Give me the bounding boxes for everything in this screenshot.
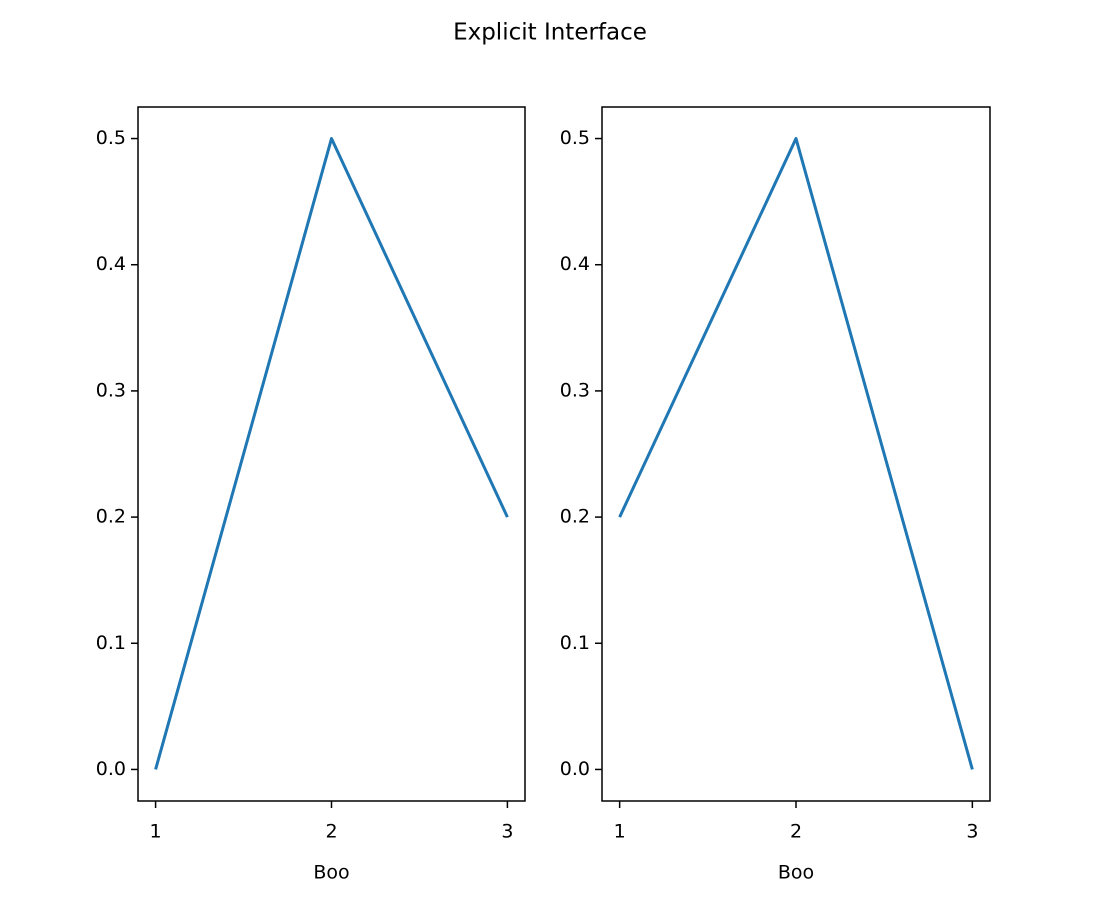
y-tick-label: 0.3	[96, 379, 126, 401]
x-tick-label: 3	[966, 821, 978, 843]
y-tick-label: 0.1	[96, 632, 126, 654]
y-tick-label: 0.5	[560, 127, 590, 149]
x-tick-label: 1	[614, 821, 626, 843]
axes-frame	[137, 106, 526, 802]
y-tick-label: 0.2	[96, 506, 126, 528]
x-axis-label: Boo	[313, 862, 349, 884]
y-tick-label: 0.0	[560, 758, 590, 780]
y-tick-label: 0.2	[560, 506, 590, 528]
x-tick-label: 1	[150, 821, 162, 843]
data-line	[154, 137, 509, 770]
x-axis-label: Boo	[778, 862, 814, 884]
x-tick-label: 3	[501, 821, 513, 843]
y-tick-label: 0.1	[560, 632, 590, 654]
y-tick-label: 0.0	[96, 758, 126, 780]
y-tick-label: 0.3	[560, 379, 590, 401]
data-line	[618, 137, 974, 770]
figure-title: Explicit Interface	[453, 20, 647, 46]
x-tick-label: 2	[790, 821, 802, 843]
y-tick-label: 0.4	[560, 253, 590, 275]
y-tick-label: 0.4	[96, 253, 126, 275]
x-tick-label: 2	[325, 821, 337, 843]
axes-frame	[601, 106, 991, 802]
y-tick-label: 0.5	[96, 127, 126, 149]
